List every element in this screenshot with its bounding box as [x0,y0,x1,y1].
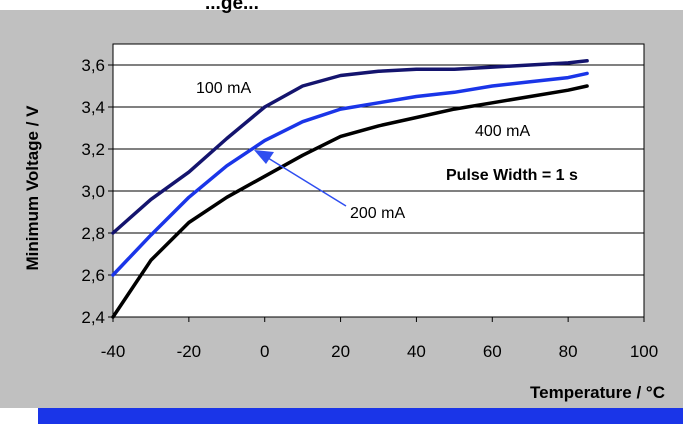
x-tick-label: 20 [331,342,350,361]
y-axis-ticks: 2,4 2,6 2,8 3,0 3,2 3,4 3,6 [81,56,113,327]
x-tick-label: 100 [630,342,658,361]
y-tick-label: 2,6 [81,266,105,285]
plot-area [112,43,645,318]
x-tick-label: -40 [101,342,126,361]
series-line-200ma [111,71,589,277]
label-100ma: 100 mA [196,80,251,97]
label-pulse-width: Pulse Width = 1 s [446,167,578,184]
y-tick-label: 3,2 [81,140,105,159]
series-lines [111,59,589,319]
x-tick-label: 0 [260,342,269,361]
chart-title: ...ge... [205,0,259,14]
y-tick-label: 2,4 [81,308,105,327]
bottom-bar [38,408,683,424]
x-tick-label: 60 [483,342,502,361]
y-axis-title: Minimum Voltage / V [23,105,42,271]
annotation-arrow-head [254,150,274,164]
title-strip [0,0,683,10]
x-axis-ticks: -40 -20 0 20 40 60 80 100 [101,317,658,361]
y-tick-label: 3,0 [81,182,105,201]
x-tick-label: -20 [177,342,202,361]
y-tick-label: 2,8 [81,224,105,243]
label-400ma: 400 mA [475,123,530,140]
y-tick-label: 3,4 [81,98,105,117]
label-200ma: 200 mA [350,205,405,222]
series-line-400ma [111,84,589,319]
y-tick-label: 3,6 [81,56,105,75]
xlabel-box [318,375,668,411]
x-axis-title: Temperature / °C [530,383,665,402]
annotation-arrow-line [267,157,347,207]
x-tick-label: 80 [559,342,578,361]
series-line-100ma [111,59,589,235]
x-tick-label: 40 [407,342,426,361]
